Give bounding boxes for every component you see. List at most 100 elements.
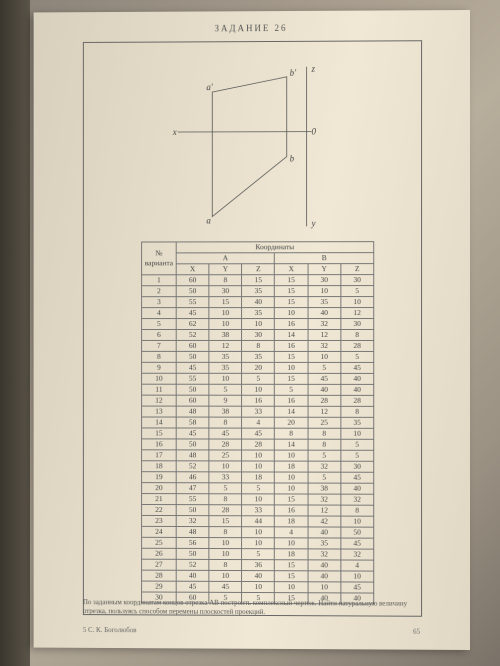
cell: 9	[209, 395, 242, 406]
cell: 8	[142, 351, 177, 362]
cell: 32	[341, 549, 374, 560]
cell: 16	[275, 319, 308, 330]
cell: 10	[275, 582, 308, 593]
cell: 4	[341, 560, 374, 571]
cell: 10	[242, 581, 275, 592]
cell: 3	[142, 297, 177, 308]
svg-text:y: y	[311, 218, 316, 228]
cell: 8	[341, 406, 374, 417]
cell: 15	[242, 275, 275, 286]
cell: 32	[176, 516, 209, 527]
cell: 32	[308, 549, 341, 560]
cell: 50	[176, 351, 209, 362]
cell: 16	[275, 340, 308, 351]
content-frame: x z y 0 a' b' b a № варианта Координаты …	[83, 40, 422, 617]
col-variant: № варианта	[142, 242, 177, 275]
cell: 20	[142, 483, 177, 494]
cell: 12	[308, 406, 341, 417]
cell: 15	[275, 494, 308, 505]
table-row: 2155810153232	[142, 494, 374, 506]
cell: 36	[242, 560, 275, 571]
cell: 8	[209, 559, 242, 570]
cell: 62	[176, 319, 209, 330]
cell: 28	[308, 395, 341, 406]
table-row: 1055105154540	[142, 373, 374, 384]
cell: 38	[209, 330, 242, 341]
cell: 40	[308, 571, 341, 582]
cell: 5	[308, 450, 341, 461]
cell: 29	[142, 581, 177, 592]
cell: 1	[142, 275, 177, 286]
cell: 60	[176, 395, 209, 406]
cell: 10	[275, 538, 308, 549]
table-row: 2250283316128	[142, 504, 374, 516]
cell: 10	[341, 516, 374, 527]
table-row: 1946331810545	[142, 472, 374, 484]
cell: 4	[275, 527, 308, 538]
cell: 28	[209, 439, 242, 450]
cell: 50	[341, 527, 374, 538]
col-a: A	[176, 253, 275, 264]
cell: 32	[341, 494, 374, 505]
cell: 40	[341, 384, 374, 395]
cell: 10	[209, 319, 242, 330]
cell: 33	[242, 505, 275, 516]
table-row: 652383014128	[142, 330, 374, 341]
cell: 47	[176, 483, 209, 494]
col-b: B	[275, 253, 374, 264]
cell: 16	[275, 505, 308, 516]
cell: 40	[341, 483, 374, 494]
table-row: 154545458810	[142, 428, 374, 439]
cell: 52	[176, 330, 209, 341]
cell: 15	[275, 571, 308, 582]
cell: 40	[176, 570, 209, 581]
cell: 38	[209, 406, 242, 417]
cell: 55	[176, 297, 209, 308]
cell: 35	[242, 286, 275, 297]
cell: 8	[308, 428, 341, 439]
svg-text:a': a'	[206, 82, 213, 92]
cell: 10	[308, 351, 341, 362]
cell: 25	[142, 537, 177, 548]
cell: 16	[275, 395, 308, 406]
svg-text:b: b	[290, 154, 295, 164]
cell: 28	[209, 505, 242, 516]
table-row: 244881044050	[142, 526, 374, 538]
cell: 14	[142, 417, 177, 428]
cell: 48	[176, 406, 209, 417]
cell: 40	[308, 527, 341, 538]
cell: 10	[308, 286, 341, 297]
cell: 30	[209, 286, 242, 297]
cell: 35	[341, 417, 374, 428]
cell: 30	[341, 275, 374, 286]
cell: 18	[142, 461, 177, 472]
cell: 18	[275, 516, 308, 527]
cell: 35	[242, 351, 275, 362]
cell: 8	[275, 428, 308, 439]
cell: 32	[308, 494, 341, 505]
cell: 50	[176, 505, 209, 516]
cell: 15	[209, 297, 242, 308]
cell: 10	[242, 461, 275, 472]
svg-text:b': b'	[290, 68, 297, 78]
cell: 45	[341, 538, 374, 549]
cell: 10	[209, 548, 242, 559]
cell: 13	[142, 406, 177, 417]
cell: 2	[142, 286, 177, 297]
table-row: 850353515105	[142, 351, 374, 362]
svg-text:a: a	[206, 215, 211, 225]
cell: 10	[242, 527, 275, 538]
cell: 5	[308, 362, 341, 373]
table-row: 160815153030	[142, 275, 374, 286]
table-row: 250303515105	[142, 286, 374, 297]
table-row: 3551540153510	[142, 297, 374, 308]
cell: 10	[242, 538, 275, 549]
cell: 40	[242, 571, 275, 582]
cell: 12	[209, 340, 242, 351]
cell: 45	[209, 581, 242, 592]
cell: 10	[341, 297, 374, 308]
cell: 15	[275, 351, 308, 362]
cell: 15	[275, 286, 308, 297]
cell: 45	[176, 428, 209, 439]
cell: 5	[242, 373, 275, 384]
